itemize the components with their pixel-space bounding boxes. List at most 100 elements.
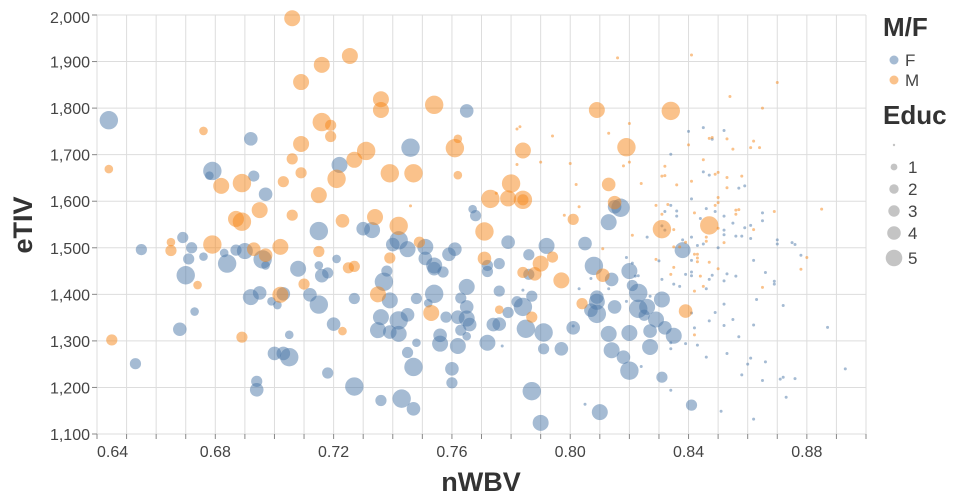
data-point-m [734, 208, 738, 212]
data-point-f [731, 221, 735, 225]
data-point-f [775, 238, 779, 242]
data-point-m [325, 130, 337, 143]
data-point-m [576, 298, 588, 310]
data-points [99, 10, 847, 431]
data-point-f [290, 260, 307, 277]
data-point-f [722, 128, 726, 132]
data-point-m [627, 121, 631, 125]
data-point-f [793, 377, 797, 381]
data-point-f [778, 377, 782, 381]
data-point-m [772, 209, 776, 213]
data-point-f [374, 272, 394, 291]
data-point-f [135, 244, 147, 256]
legend-symbol-f [889, 55, 899, 65]
data-point-f [707, 319, 711, 323]
y-tick-label: 1,300 [50, 334, 90, 351]
data-point-m [165, 244, 177, 257]
data-point-f [186, 242, 198, 254]
data-point-f [459, 300, 474, 314]
data-point-f [781, 304, 785, 308]
data-point-f [749, 356, 753, 360]
legend-size-symbol [885, 249, 903, 267]
data-point-m [672, 265, 676, 269]
data-point-m [675, 183, 679, 187]
data-point-m [562, 213, 566, 217]
data-point-m [517, 194, 529, 206]
data-point-f [740, 373, 744, 377]
data-point-f [722, 228, 726, 232]
data-point-m [500, 190, 517, 207]
data-point-m [700, 216, 719, 235]
data-point-m [517, 266, 529, 279]
data-point-f [772, 279, 776, 283]
data-point-f [607, 300, 622, 314]
data-point-f [129, 358, 142, 370]
data-point-m [293, 74, 310, 91]
data-point-m [475, 222, 494, 241]
data-point-f [401, 138, 420, 157]
data-point-f [684, 342, 688, 346]
data-point-f [412, 338, 421, 348]
data-point-m [734, 212, 738, 216]
data-point-f [624, 299, 628, 303]
data-point-m [698, 274, 702, 278]
data-point-m [601, 247, 605, 251]
data-point-f [314, 261, 324, 270]
data-point-f [621, 324, 638, 341]
data-point-m [820, 207, 824, 211]
data-point-f [675, 209, 679, 213]
color-legend: M/F FM [883, 12, 928, 90]
data-point-m [284, 10, 301, 27]
legend-label-f: F [905, 51, 915, 70]
data-point-f [630, 261, 634, 265]
data-point-f [633, 274, 637, 278]
y-tick-label: 1,100 [50, 427, 90, 444]
data-point-m [752, 228, 756, 232]
data-point-f [258, 187, 273, 202]
data-point-m [341, 47, 358, 64]
y-tick-label: 1,600 [50, 194, 90, 211]
data-point-f [577, 287, 581, 291]
data-point-f [749, 236, 753, 240]
data-point-f [722, 302, 726, 306]
data-point-f [689, 274, 693, 278]
data-point-m [166, 237, 176, 247]
data-point-m [515, 162, 519, 166]
data-point-f [620, 361, 639, 380]
data-point-f [763, 270, 767, 274]
data-point-f [479, 334, 496, 351]
data-point-m [660, 212, 664, 216]
data-point-f [701, 170, 705, 174]
data-point-m [272, 286, 289, 303]
data-point-m [652, 219, 672, 239]
data-point-f [217, 254, 237, 273]
y-tick-label: 1,700 [50, 148, 90, 165]
data-point-f [752, 258, 756, 262]
data-point-f [280, 347, 299, 367]
data-point-f [390, 325, 407, 342]
data-point-f [675, 214, 679, 218]
data-point-f [481, 265, 494, 278]
legend-size-label: 1 [908, 158, 917, 177]
data-point-f [752, 417, 756, 421]
data-point-f [743, 184, 747, 188]
data-point-f [369, 322, 386, 339]
data-point-f [591, 404, 608, 421]
data-point-m [678, 304, 693, 318]
data-point-m [713, 172, 717, 176]
data-point-f [493, 258, 505, 270]
data-point-m [404, 164, 423, 183]
data-point-f [205, 171, 214, 180]
data-point-f [772, 282, 776, 286]
data-point-f [432, 335, 449, 352]
data-point-f [261, 261, 270, 270]
y-tick-label: 1,900 [50, 55, 90, 72]
data-point-m [740, 174, 744, 178]
data-point-m [232, 173, 252, 193]
data-point-f [713, 310, 717, 314]
data-point-f [734, 274, 738, 278]
data-point-f [660, 277, 664, 281]
data-point-f [672, 282, 676, 286]
data-point-f [492, 317, 507, 331]
data-point-f [183, 253, 195, 265]
